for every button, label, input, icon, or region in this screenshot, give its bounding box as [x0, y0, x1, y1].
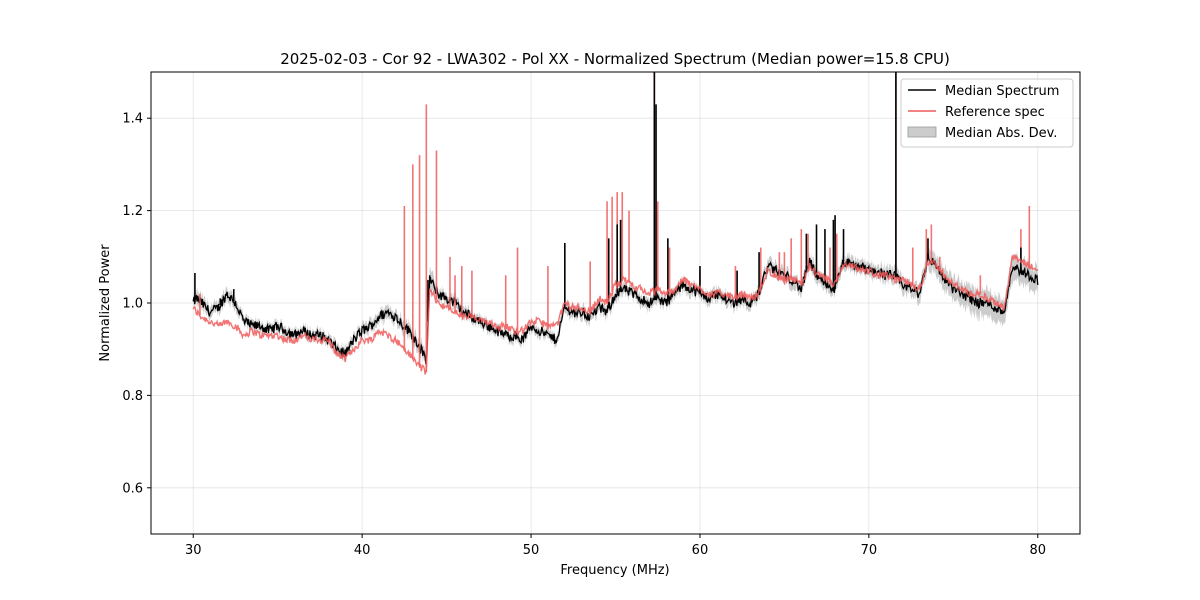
- legend-reference-label: Reference spec: [945, 105, 1045, 120]
- legend-median-label: Median Spectrum: [945, 84, 1059, 99]
- legend-mad-swatch: [907, 126, 937, 138]
- median-spectrum-line: [192, 253, 1039, 365]
- y-axis-label: Normalized Power: [98, 244, 113, 362]
- y-tick-label: 0.8: [122, 389, 143, 404]
- y-tick-label: 1.0: [122, 297, 143, 312]
- axis-ticks: 30 40 50 60 70 80 0.6 0.8 1.0 1.2 1.4: [122, 112, 1046, 558]
- x-axis-label: Frequency (MHz): [560, 563, 669, 578]
- legend-box: [900, 78, 1074, 148]
- reference-spectrum-line: [192, 254, 1039, 375]
- y-tick-label: 1.2: [122, 204, 143, 219]
- x-tick-label: 40: [354, 543, 371, 558]
- legend: Median Spectrum Reference spec Median Ab…: [900, 78, 1074, 148]
- x-tick-label: 30: [185, 543, 202, 558]
- x-tick-label: 70: [861, 543, 878, 558]
- legend-mad-label: Median Abs. Dev.: [945, 126, 1057, 141]
- x-tick-label: 60: [692, 543, 709, 558]
- plot-area: [192, 72, 1039, 375]
- x-tick-label: 80: [1029, 543, 1046, 558]
- x-tick-label: 50: [523, 543, 540, 558]
- y-tick-label: 1.4: [122, 112, 143, 127]
- chart-title: 2025-02-03 - Cor 92 - LWA302 - Pol XX - …: [280, 50, 950, 68]
- y-tick-label: 0.6: [122, 481, 143, 496]
